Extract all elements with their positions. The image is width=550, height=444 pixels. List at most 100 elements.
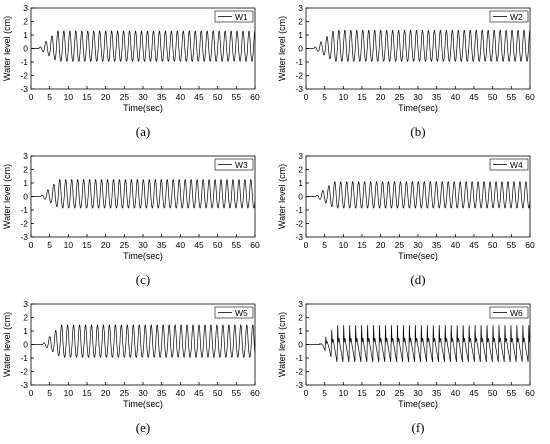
x-tick-label: 30 <box>138 388 148 398</box>
x-tick-label: 45 <box>194 240 204 250</box>
x-axis-label: Time(sec) <box>398 399 438 409</box>
x-tick-label: 45 <box>194 388 204 398</box>
series-line <box>31 324 256 358</box>
x-tick-label: 0 <box>304 388 309 398</box>
y-axis-label: Water level (cm) <box>2 16 12 81</box>
y-tick-label: -2 <box>20 71 28 81</box>
series-line <box>306 181 531 209</box>
x-tick-label: 55 <box>232 388 242 398</box>
y-tick-label: 3 <box>23 299 28 309</box>
y-tick-label: -2 <box>295 71 303 81</box>
x-tick-label: 30 <box>413 240 423 250</box>
x-tick-label: 45 <box>469 388 479 398</box>
x-tick-label: 60 <box>525 240 535 250</box>
x-tick-label: 50 <box>488 92 498 102</box>
x-tick-label: 5 <box>47 240 52 250</box>
y-tick-label: 0 <box>298 192 303 202</box>
x-tick-label: 10 <box>64 388 74 398</box>
panel-caption: (b) <box>410 124 426 139</box>
x-tick-label: 30 <box>413 92 423 102</box>
y-tick-label: -1 <box>295 57 303 67</box>
y-tick-label: -3 <box>20 380 28 390</box>
x-tick-label: 50 <box>488 240 498 250</box>
legend-box <box>214 10 254 23</box>
x-tick-label: 45 <box>194 92 204 102</box>
x-tick-label: 45 <box>469 92 479 102</box>
legend-label: W5 <box>235 308 248 318</box>
y-tick-label: 0 <box>23 44 28 54</box>
y-axis-label: Water level (cm) <box>277 312 287 377</box>
x-tick-label: 5 <box>322 388 327 398</box>
y-tick-label: 0 <box>23 340 28 350</box>
chart-svg: 0 5 10 15 20 25 30 35 40 45 50 55 60 -3 -2 -1 0 1 2 3 Time(s… <box>2 151 260 261</box>
y-tick-label: 2 <box>298 313 303 323</box>
x-tick-label: 5 <box>322 92 327 102</box>
chart-svg: 0 5 10 15 20 25 30 35 40 45 50 55 60 -3 -2 -1 0 1 2 3 Time(s… <box>277 299 535 409</box>
x-axis-label: Time(sec) <box>123 103 163 113</box>
y-tick-label: 3 <box>298 3 303 13</box>
y-tick-label: 3 <box>23 151 28 161</box>
y-tick-label: 1 <box>23 30 28 40</box>
panel-caption: (f) <box>411 420 425 435</box>
x-tick-label: 25 <box>395 92 405 102</box>
x-tick-label: 0 <box>304 92 309 102</box>
y-tick-label: -1 <box>295 205 303 215</box>
panel-caption: (d) <box>410 272 426 287</box>
y-tick-label: 1 <box>298 326 303 336</box>
x-tick-label: 20 <box>101 92 111 102</box>
legend-box <box>489 10 529 23</box>
x-tick-label: 60 <box>525 388 535 398</box>
x-tick-label: 25 <box>395 388 405 398</box>
chart-svg: 0 5 10 15 20 25 30 35 40 45 50 55 60 -3 -2 -1 0 1 2 3 Time(s… <box>2 3 260 113</box>
x-tick-label: 25 <box>120 240 130 250</box>
x-tick-label: 5 <box>47 92 52 102</box>
x-tick-label: 0 <box>29 388 34 398</box>
y-tick-label: 3 <box>23 3 28 13</box>
legend-box <box>214 158 254 171</box>
y-tick-label: 0 <box>23 192 28 202</box>
x-tick-label: 35 <box>432 92 442 102</box>
y-axis-label: Water level (cm) <box>277 16 287 81</box>
x-tick-label: 25 <box>120 388 130 398</box>
chart-svg: 0 5 10 15 20 25 30 35 40 45 50 55 60 -3 -2 -1 0 1 2 3 Time(s… <box>2 299 260 409</box>
x-tick-label: 55 <box>507 240 517 250</box>
y-tick-label: -2 <box>295 367 303 377</box>
x-tick-label: 35 <box>432 388 442 398</box>
x-tick-label: 10 <box>339 388 349 398</box>
x-tick-label: 40 <box>451 92 461 102</box>
x-axis-label: Time(sec) <box>398 251 438 261</box>
x-tick-label: 60 <box>250 92 260 102</box>
x-tick-label: 25 <box>120 92 130 102</box>
x-tick-label: 20 <box>101 388 111 398</box>
chart-svg: 0 5 10 15 20 25 30 35 40 45 50 55 60 -3 -2 -1 0 1 2 3 Time(s… <box>277 151 535 261</box>
y-tick-label: 0 <box>298 44 303 54</box>
x-tick-label: 50 <box>488 388 498 398</box>
x-tick-label: 35 <box>157 240 167 250</box>
panel-caption: (e) <box>135 420 151 435</box>
x-tick-label: 50 <box>213 240 223 250</box>
x-tick-label: 40 <box>451 388 461 398</box>
x-tick-label: 10 <box>64 240 74 250</box>
x-tick-label: 30 <box>138 92 148 102</box>
y-tick-label: -1 <box>295 353 303 363</box>
x-tick-label: 60 <box>250 388 260 398</box>
x-tick-label: 5 <box>322 240 327 250</box>
y-axis-label: Water level (cm) <box>277 164 287 229</box>
x-axis-label: Time(sec) <box>123 251 163 261</box>
series-line <box>31 179 256 209</box>
y-tick-label: -1 <box>20 353 28 363</box>
legend-box <box>489 306 529 319</box>
x-tick-label: 35 <box>157 388 167 398</box>
y-tick-label: 2 <box>23 165 28 175</box>
y-axis-label: Water level (cm) <box>2 164 12 229</box>
x-tick-label: 30 <box>138 240 148 250</box>
chart-panel: 0 5 10 15 20 25 30 35 40 45 50 55 60 -3 -2 -1 0 1 2 3 Time(s… <box>0 0 275 148</box>
y-tick-label: 3 <box>298 299 303 309</box>
x-tick-label: 10 <box>339 240 349 250</box>
panel-caption: (a) <box>135 124 151 139</box>
x-tick-label: 15 <box>82 388 92 398</box>
y-tick-label: -3 <box>295 84 303 94</box>
x-tick-label: 15 <box>357 240 367 250</box>
series-line <box>306 29 531 62</box>
x-axis-label: Time(sec) <box>398 103 438 113</box>
